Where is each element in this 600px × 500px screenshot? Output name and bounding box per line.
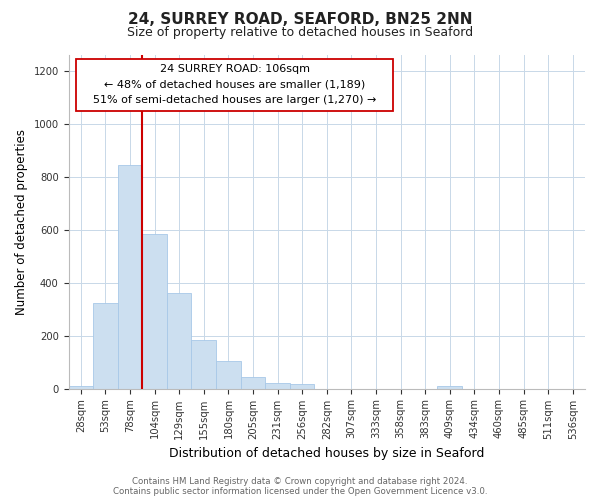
Bar — [68, 386, 93, 388]
Y-axis label: Number of detached properties: Number of detached properties — [15, 129, 28, 315]
Bar — [265, 384, 290, 388]
Bar — [93, 302, 118, 388]
FancyBboxPatch shape — [76, 59, 393, 110]
Text: Size of property relative to detached houses in Seaford: Size of property relative to detached ho… — [127, 26, 473, 39]
Text: 24 SURREY ROAD: 106sqm
← 48% of detached houses are smaller (1,189)
51% of semi-: 24 SURREY ROAD: 106sqm ← 48% of detached… — [93, 64, 376, 106]
Bar — [191, 340, 216, 388]
Bar — [437, 386, 462, 388]
Bar — [142, 234, 167, 388]
Bar — [167, 294, 191, 388]
Bar — [290, 384, 314, 388]
Bar — [241, 376, 265, 388]
X-axis label: Distribution of detached houses by size in Seaford: Distribution of detached houses by size … — [169, 447, 484, 460]
Text: Contains HM Land Registry data © Crown copyright and database right 2024.
Contai: Contains HM Land Registry data © Crown c… — [113, 476, 487, 496]
Bar — [118, 165, 142, 388]
Text: 24, SURREY ROAD, SEAFORD, BN25 2NN: 24, SURREY ROAD, SEAFORD, BN25 2NN — [128, 12, 472, 28]
Bar — [216, 361, 241, 388]
